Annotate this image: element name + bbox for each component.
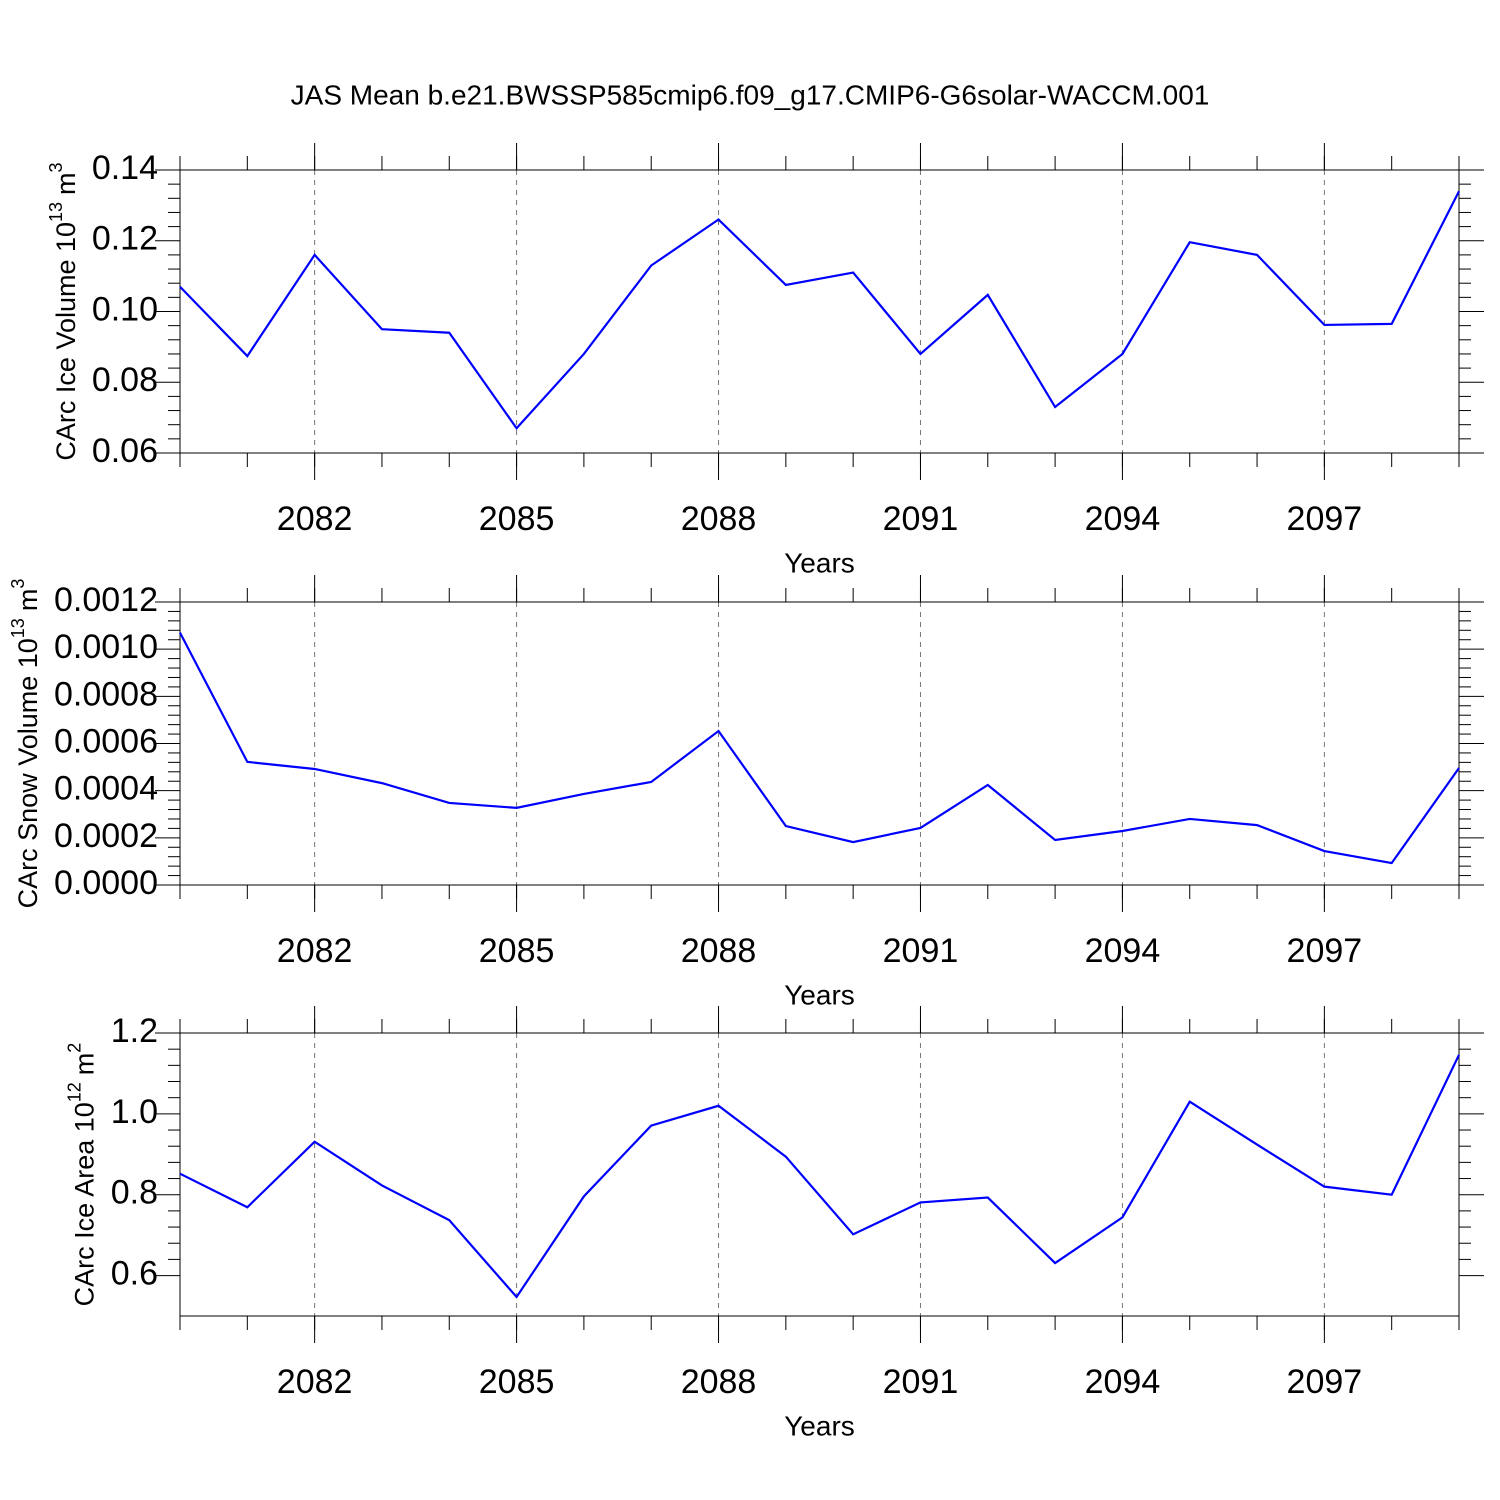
y-tick-label: 0.14 xyxy=(92,149,158,187)
y-axis-label: CArc Ice Area 1012 m2 xyxy=(64,1043,99,1307)
data-line xyxy=(179,1054,1460,1299)
y-axis-label-exponent: 12 xyxy=(64,1082,84,1102)
y-axis-label: CArc Ice Volume 1013 m3 xyxy=(46,162,81,460)
y-tick-label: 0.10 xyxy=(92,290,158,328)
y-axis-label-exponent: 13 xyxy=(46,202,66,222)
x-tick-label: 2082 xyxy=(277,500,353,538)
x-tick-label: 2088 xyxy=(681,932,757,970)
y-tick-label: 0.08 xyxy=(92,361,158,399)
x-tick-label: 2085 xyxy=(479,1363,555,1401)
y-tick-label: 1.0 xyxy=(111,1093,158,1131)
x-axis-label: Years xyxy=(784,547,855,578)
y-tick-label: 0.0012 xyxy=(54,581,158,619)
plot-frame xyxy=(179,169,1460,454)
x-tick-label: 2085 xyxy=(479,932,555,970)
plot-frame xyxy=(179,601,1460,886)
y-axis-label-unit: m xyxy=(51,172,81,195)
y-tick-label: 1.2 xyxy=(111,1012,158,1050)
plot-frame xyxy=(179,1032,1460,1317)
y-tick-label: 0.0010 xyxy=(54,628,158,666)
x-tick-label: 2094 xyxy=(1085,500,1161,538)
y-tick-label: 0.0004 xyxy=(54,770,158,808)
x-tick-label: 2094 xyxy=(1085,1363,1161,1401)
y-axis-label-unit: m xyxy=(70,1053,100,1076)
y-tick-label: 0.12 xyxy=(92,220,158,258)
x-tick-label: 2097 xyxy=(1287,500,1363,538)
x-tick-label: 2091 xyxy=(883,500,959,538)
y-axis-label-text: CArc Ice Area 10 xyxy=(70,1102,100,1306)
y-axis-label-exponent: 13 xyxy=(8,618,28,638)
x-tick-label: 2088 xyxy=(681,500,757,538)
y-tick-label: 0.06 xyxy=(92,432,158,470)
x-tick-label: 2082 xyxy=(277,932,353,970)
data-line xyxy=(179,632,1460,865)
y-axis-label-text: CArc Ice Volume 10 xyxy=(51,222,81,461)
y-axis-label-unit-exponent: 3 xyxy=(8,579,28,589)
x-tick-label: 2085 xyxy=(479,500,555,538)
y-axis-label-text: CArc Snow Volume 10 xyxy=(13,638,43,908)
x-tick-label: 2094 xyxy=(1085,932,1161,970)
x-tick-label: 2082 xyxy=(277,1363,353,1401)
x-tick-label: 2091 xyxy=(883,1363,959,1401)
chart-title: JAS Mean b.e21.BWSSP585cmip6.f09_g17.CMI… xyxy=(291,79,1210,110)
y-tick-label: 0.0000 xyxy=(54,864,158,902)
x-axis-label: Years xyxy=(784,979,855,1010)
data-line xyxy=(179,190,1460,430)
y-axis-label-unit-exponent: 2 xyxy=(64,1043,84,1053)
y-tick-label: 0.0008 xyxy=(54,675,158,713)
y-tick-label: 0.0002 xyxy=(54,817,158,855)
x-tick-label: 2097 xyxy=(1287,932,1363,970)
x-axis-label: Years xyxy=(784,1410,855,1441)
x-tick-label: 2088 xyxy=(681,1363,757,1401)
y-tick-label: 0.6 xyxy=(111,1255,158,1293)
y-axis-label-unit-exponent: 3 xyxy=(46,162,66,172)
x-tick-label: 2091 xyxy=(883,932,959,970)
y-axis-label-unit: m xyxy=(13,589,43,612)
y-axis-label: CArc Snow Volume 1013 m3 xyxy=(8,579,43,909)
y-tick-label: 0.8 xyxy=(111,1174,158,1212)
y-tick-label: 0.0006 xyxy=(54,722,158,760)
x-tick-label: 2097 xyxy=(1287,1363,1363,1401)
